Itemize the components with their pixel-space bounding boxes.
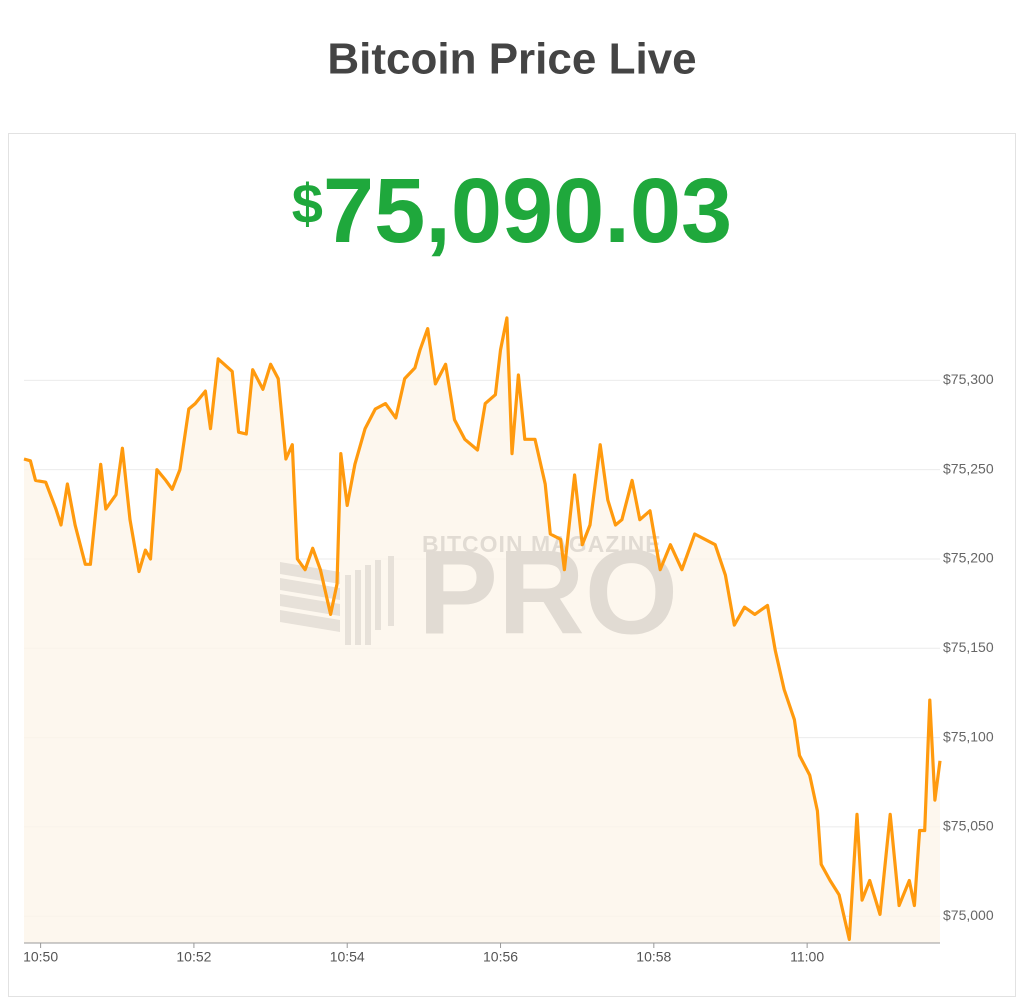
- watermark-stripe: [280, 610, 340, 632]
- x-tick-label: 11:00: [790, 949, 824, 965]
- y-tick-label: $75,250: [943, 460, 994, 476]
- watermark-bar: [355, 570, 361, 645]
- price-line: [23, 316, 942, 941]
- watermark-bar: [365, 565, 371, 645]
- y-tick-label: $75,000: [943, 907, 994, 923]
- x-tick-label: 10:58: [636, 949, 671, 965]
- watermark-bar: [345, 575, 351, 645]
- y-tick-label: $75,300: [943, 371, 994, 387]
- x-tick-label: 10:50: [23, 949, 58, 965]
- watermark-stripe: [280, 594, 340, 616]
- x-tick-label: 10:56: [483, 949, 518, 965]
- watermark-text: PRO: [418, 526, 678, 660]
- watermark-text: BITCOIN MAGAZINE: [422, 531, 662, 557]
- page-title: Bitcoin Price Live: [327, 35, 696, 84]
- area: [24, 317, 940, 943]
- currency: $: [292, 172, 323, 235]
- y-tick-label: $75,100: [943, 728, 994, 744]
- y-tick-label: $75,050: [943, 818, 994, 834]
- watermark-bar: [375, 560, 381, 630]
- y-tick-label: $75,200: [943, 550, 994, 566]
- y-tick-label: $75,150: [943, 639, 994, 655]
- price: $75,090.03: [292, 160, 732, 262]
- watermark-stripe: [280, 562, 340, 584]
- price-value: 75,090.03: [323, 160, 732, 262]
- x-tick-label: 10:52: [176, 949, 211, 965]
- watermark-bar: [388, 556, 394, 626]
- x-tick-label: 10:54: [330, 949, 365, 965]
- plot: $75,000 $75,050 $75,100 $75,150 $75,200 $75,2…: [23, 316, 994, 965]
